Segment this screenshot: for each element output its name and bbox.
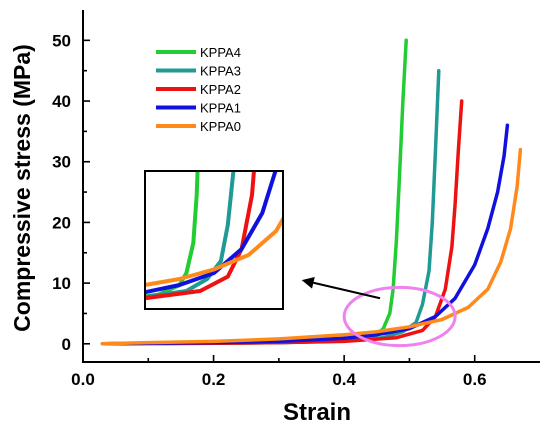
legend-label-kppa0: KPPA0 [200, 119, 241, 134]
y-tick-label: 10 [52, 274, 71, 293]
y-tick-label: 30 [52, 153, 71, 172]
y-tick-label: 50 [52, 31, 71, 50]
x-tick-label: 0.6 [463, 370, 487, 389]
legend-label-kppa4: KPPA4 [200, 45, 241, 60]
x-tick-label: 0.2 [202, 370, 226, 389]
legend-label-kppa2: KPPA2 [200, 82, 241, 97]
y-tick-label: 20 [52, 213, 71, 232]
legend-label-kppa1: KPPA1 [200, 101, 241, 116]
x-tick-label: 0.0 [71, 370, 95, 389]
highlight-ellipse [342, 285, 457, 348]
inset-line-kppa2 [146, 172, 256, 301]
arrow-head [301, 276, 315, 289]
legend: KPPA4 KPPA3 KPPA2 KPPA1 KPPA0 [156, 45, 241, 134]
legend-label-kppa3: KPPA3 [200, 64, 241, 79]
x-ticks: 0.0 0.2 0.4 0.6 [71, 355, 487, 389]
y-ticks: 0 10 20 30 40 50 [52, 31, 90, 354]
arrow-line [313, 281, 381, 300]
annotations [301, 276, 457, 348]
x-tick-label: 0.4 [332, 370, 356, 389]
y-tick-label: 40 [52, 92, 71, 111]
series-line-kppa0 [100, 147, 523, 346]
inset-line-kppa0 [146, 216, 282, 287]
inset-curves [146, 172, 282, 301]
inset-line-kppa3 [146, 172, 236, 299]
y-axis-title: Compressive stress (MPa) [9, 44, 35, 332]
x-axis-title: Strain [283, 399, 351, 426]
y-tick-label: 0 [62, 335, 71, 354]
series-lines [100, 38, 523, 346]
inset-line-kppa1 [146, 172, 278, 295]
inset-zoom [144, 170, 284, 310]
